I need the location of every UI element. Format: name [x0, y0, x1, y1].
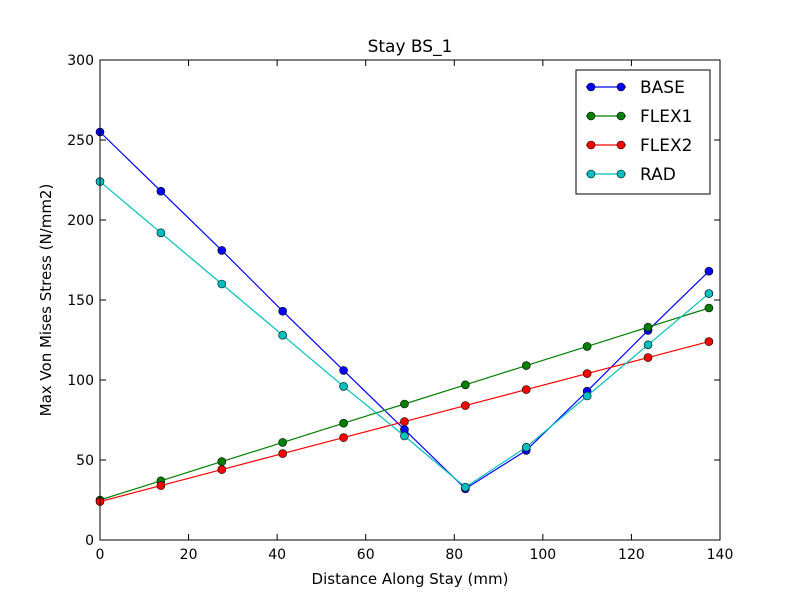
x-tick-label: 80: [445, 547, 463, 563]
data-point-rad: [643, 340, 653, 350]
data-point-rad: [461, 482, 470, 492]
data-point-flex1: [278, 438, 287, 447]
legend-label-base: BASE: [640, 78, 685, 98]
data-point-flex2: [217, 465, 227, 474]
legend-marker-flex2: [616, 140, 626, 150]
data-point-rad: [521, 442, 531, 452]
x-tick-label: 100: [529, 547, 556, 563]
legend-label-flex1: FLEX1: [640, 107, 692, 127]
data-point-rad: [156, 228, 166, 238]
data-point-rad: [582, 391, 592, 401]
y-tick-label: 100: [67, 373, 94, 389]
data-point-flex2: [400, 417, 409, 426]
legend: BASE FLEX1 FLEX2 RAD: [575, 69, 711, 195]
data-point-flex1: [643, 322, 653, 332]
x-tick-label: 0: [96, 547, 105, 563]
y-tick-label: 300: [67, 53, 94, 69]
data-point-flex2: [582, 369, 592, 378]
data-point-flex2: [156, 481, 166, 490]
legend-marker-base: [616, 82, 626, 92]
data-point-flex1: [461, 380, 470, 390]
data-point-base: [278, 306, 287, 316]
x-tick-label: 40: [268, 547, 286, 563]
data-point-flex1: [400, 399, 409, 409]
legend-marker-flex1: [586, 111, 596, 121]
data-point-flex2: [521, 385, 531, 394]
y-tick-label: 150: [67, 293, 94, 309]
legend-marker-flex1: [616, 111, 626, 121]
data-point-base: [339, 366, 348, 375]
y-tick-label: 50: [76, 453, 94, 469]
y-tick-label: 0: [85, 533, 94, 549]
data-point-flex1: [521, 361, 531, 370]
data-point-flex1: [582, 342, 592, 351]
data-point-flex1: [704, 303, 714, 313]
data-point-rad: [704, 289, 714, 298]
legend-label-rad: RAD: [640, 165, 676, 185]
legend-marker-rad: [616, 169, 626, 179]
y-tick-label: 250: [67, 133, 94, 149]
data-point-flex1: [339, 418, 348, 428]
y-axis-label: Max Von Mises Stress (N/mm2): [37, 184, 55, 417]
x-axis-label: Distance Along Stay (mm): [312, 570, 509, 588]
x-tick-label: 20: [180, 547, 198, 563]
data-point-flex1: [217, 457, 227, 466]
x-tick-label: 140: [707, 547, 734, 563]
data-point-rad: [278, 330, 287, 340]
data-point-base: [156, 186, 166, 196]
legend-label-flex2: FLEX2: [640, 136, 692, 156]
legend-box: [575, 69, 711, 195]
legend-marker-flex2: [586, 140, 596, 150]
chart-title: Stay BS_1: [368, 37, 453, 57]
data-point-flex2: [461, 401, 470, 410]
x-tick-label: 60: [357, 547, 375, 563]
data-point-base: [217, 246, 227, 255]
data-point-flex2: [339, 433, 348, 442]
data-point-base: [704, 266, 714, 276]
data-point-flex2: [704, 337, 714, 346]
y-tick-label: 200: [67, 213, 94, 229]
data-point-rad: [217, 279, 227, 289]
legend-marker-base: [586, 82, 596, 92]
legend-marker-rad: [586, 169, 596, 179]
x-tick-label: 120: [618, 547, 645, 563]
data-point-rad: [400, 431, 409, 441]
plot-area: 0 20 40 60 80 100 120 140 0 50 100 150 200 250 300: [67, 53, 733, 563]
data-point-flex2: [278, 449, 287, 458]
data-point-rad: [339, 382, 348, 391]
data-point-flex2: [643, 353, 653, 362]
